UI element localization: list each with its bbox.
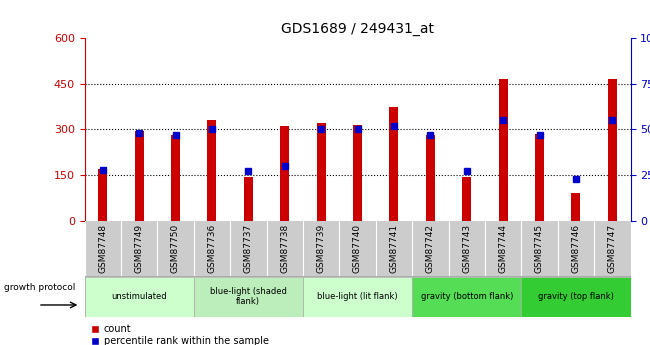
Text: GSM87745: GSM87745	[535, 224, 544, 273]
FancyBboxPatch shape	[194, 277, 303, 317]
Bar	[244, 177, 253, 221]
Bar	[608, 79, 617, 221]
Text: GSM87749: GSM87749	[135, 224, 144, 273]
Text: GSM87738: GSM87738	[280, 224, 289, 273]
Bar	[389, 107, 398, 221]
Text: GSM87742: GSM87742	[426, 224, 435, 273]
Text: blue-light (shaded
flank): blue-light (shaded flank)	[210, 287, 287, 306]
Bar	[280, 126, 289, 221]
Text: GSM87743: GSM87743	[462, 224, 471, 273]
Bar	[535, 134, 544, 221]
Text: GSM87736: GSM87736	[207, 224, 216, 273]
Text: growth protocol: growth protocol	[5, 283, 75, 292]
Text: GSM87750: GSM87750	[171, 224, 180, 273]
Legend: count, percentile rank within the sample: count, percentile rank within the sample	[89, 322, 271, 345]
Text: GSM87739: GSM87739	[317, 224, 326, 273]
Bar	[317, 123, 326, 221]
Bar	[171, 136, 180, 221]
FancyBboxPatch shape	[412, 277, 521, 317]
Text: GSM87740: GSM87740	[353, 224, 362, 273]
FancyBboxPatch shape	[84, 277, 194, 317]
Bar	[499, 79, 508, 221]
Text: GSM87746: GSM87746	[571, 224, 580, 273]
Text: GSM87744: GSM87744	[499, 224, 508, 273]
Bar	[426, 136, 435, 221]
Text: GSM87737: GSM87737	[244, 224, 253, 273]
Bar	[462, 177, 471, 221]
FancyBboxPatch shape	[303, 277, 412, 317]
Text: gravity (top flank): gravity (top flank)	[538, 292, 614, 301]
Bar	[353, 125, 362, 221]
Text: unstimulated: unstimulated	[111, 292, 167, 301]
Text: blue-light (lit flank): blue-light (lit flank)	[317, 292, 398, 301]
Text: GSM87747: GSM87747	[608, 224, 617, 273]
Bar	[135, 131, 144, 221]
Bar	[207, 120, 216, 221]
Title: GDS1689 / 249431_at: GDS1689 / 249431_at	[281, 21, 434, 36]
Bar	[571, 193, 580, 221]
Text: gravity (bottom flank): gravity (bottom flank)	[421, 292, 513, 301]
Bar	[98, 169, 107, 221]
FancyBboxPatch shape	[521, 277, 630, 317]
Text: GSM87748: GSM87748	[98, 224, 107, 273]
Text: GSM87741: GSM87741	[389, 224, 398, 273]
